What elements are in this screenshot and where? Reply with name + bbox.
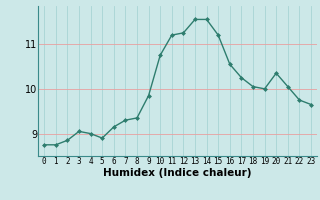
X-axis label: Humidex (Indice chaleur): Humidex (Indice chaleur) xyxy=(103,168,252,178)
